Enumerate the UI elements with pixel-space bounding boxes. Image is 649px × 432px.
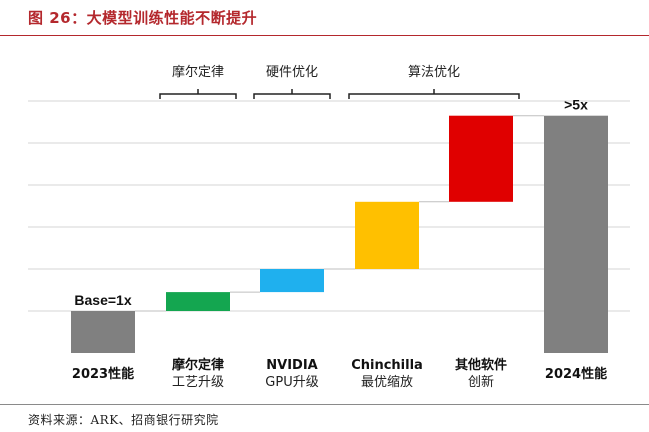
bars <box>71 115 608 353</box>
group-label: 硬件优化 <box>266 65 318 80</box>
group-bracket <box>348 89 520 99</box>
x-tick-label: 摩尔定律 <box>172 357 224 373</box>
total-bar <box>544 115 608 353</box>
delta-bar <box>355 201 419 269</box>
x-tick-sublabel: GPU升级 <box>265 375 318 390</box>
data-label: Base=1x <box>74 292 131 308</box>
group-bracket <box>159 89 237 99</box>
figure-title: 图 26：大模型训练性能不断提升 <box>28 9 258 27</box>
source-note: 资料来源：ARK、招商银行研究院 <box>28 413 219 427</box>
group-label: 摩尔定律 <box>172 64 224 80</box>
connector-lines <box>135 115 544 312</box>
delta-bar <box>449 115 513 202</box>
source-note-bar: 资料来源：ARK、招商银行研究院 <box>0 404 649 432</box>
x-tick-label: 其他软件 <box>455 357 507 373</box>
delta-bar <box>166 292 230 311</box>
group-bracket <box>253 89 331 99</box>
data-label: >5x <box>564 97 588 113</box>
delta-bar <box>260 269 324 293</box>
gridlines <box>28 100 630 312</box>
x-tick-sublabel: 工艺升级 <box>172 375 224 390</box>
x-tick-label: NVIDIA <box>266 358 317 373</box>
group-label: 算法优化 <box>408 65 460 80</box>
total-bar <box>71 311 135 353</box>
x-tick-label: 2023性能 <box>72 366 134 382</box>
x-tick-sublabel: 创新 <box>468 374 494 390</box>
figure-title-bar: 图 26：大模型训练性能不断提升 <box>0 0 649 36</box>
group-brackets: 摩尔定律 硬件优化 算法优化 <box>159 64 520 99</box>
x-tick-label: Chinchilla <box>351 358 423 373</box>
x-tick-label: 2024性能 <box>545 366 607 382</box>
x-tick-sublabel: 最优缩放 <box>361 374 413 390</box>
data-labels: Base=1x >5x <box>74 97 588 308</box>
